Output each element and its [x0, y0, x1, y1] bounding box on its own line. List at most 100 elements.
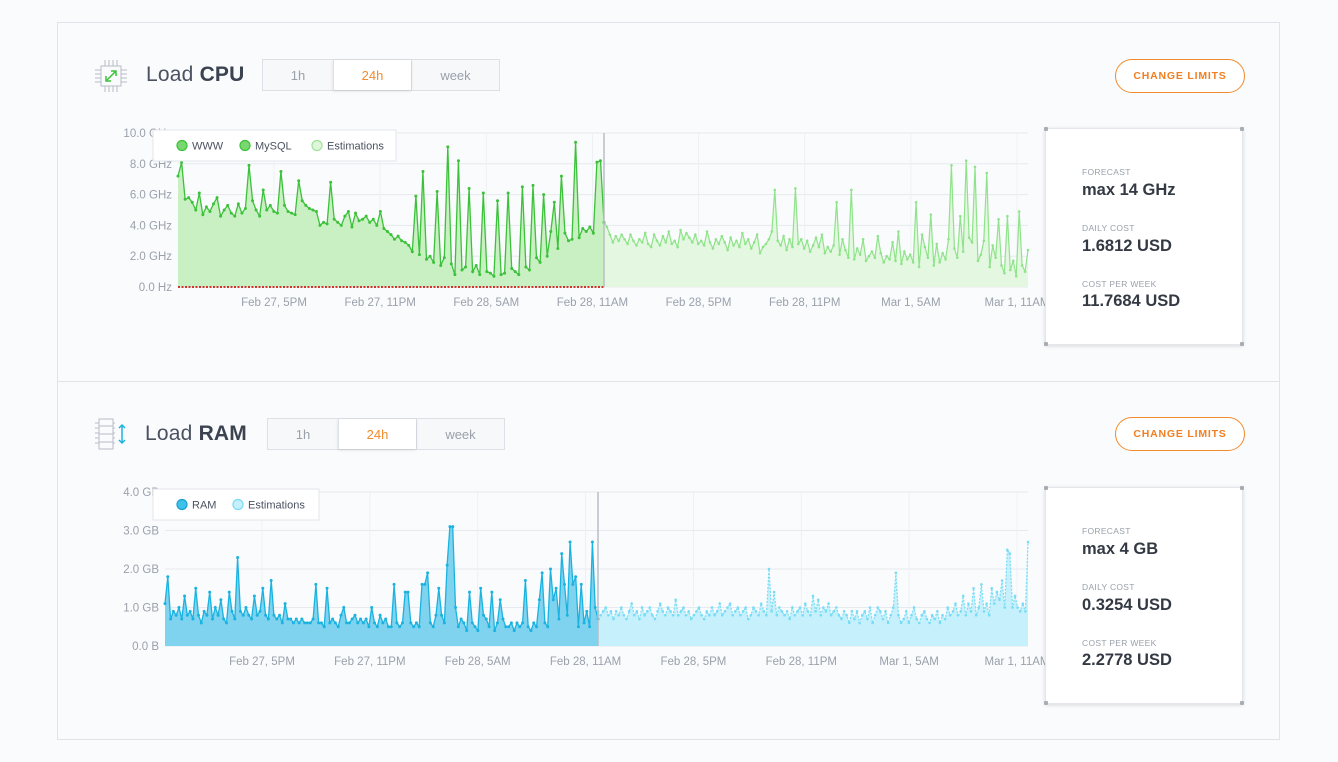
estimation-point [752, 606, 755, 609]
actual-point [535, 625, 539, 629]
actual-point [233, 617, 237, 621]
estimation-point [627, 610, 631, 613]
legend-marker [176, 139, 188, 152]
estimation-point [1018, 610, 1022, 613]
estimation-point [973, 165, 977, 169]
actual-point [432, 260, 436, 264]
estimation-point [814, 236, 818, 240]
estimation-point [944, 257, 947, 261]
actual-point [520, 185, 524, 189]
actual-point [426, 571, 430, 575]
actual-point [462, 621, 466, 625]
estimation-point [864, 259, 868, 263]
actual-point [509, 621, 513, 625]
cpu-forecast-card: FORECAST max 14 GHz DAILY COST 1.6812 US… [1044, 127, 1244, 346]
actual-point [478, 273, 482, 277]
x-tick-label: Feb 28, 11PM [769, 297, 840, 309]
actual-point [389, 233, 393, 237]
actual-point [496, 199, 499, 203]
x-tick-label: Mar 1, 5AM [881, 297, 940, 309]
estimation-point [964, 613, 968, 617]
estimation-point [826, 245, 830, 249]
estimation-point [1005, 548, 1009, 552]
estimation-point [982, 610, 986, 613]
estimation-point [744, 606, 747, 609]
estimation-point [732, 244, 735, 247]
estimation-point [695, 610, 698, 613]
estimation-point [1003, 606, 1006, 609]
y-tick-label: 3.0 GB [123, 526, 159, 538]
actual-point [300, 199, 304, 203]
y-tick-label: 8.0 GHz [130, 159, 172, 171]
x-tick-label: Feb 27, 5PM [229, 656, 295, 668]
actual-point [311, 208, 315, 212]
actual-point [538, 260, 542, 264]
estimation-point [638, 617, 641, 621]
actual-point [322, 625, 326, 629]
estimation-point [842, 610, 846, 613]
actual-point [570, 237, 574, 241]
estimation-point [947, 237, 950, 241]
estimation-point [685, 231, 688, 235]
estimation-point [829, 613, 833, 617]
actual-point [517, 273, 521, 277]
actual-point [250, 617, 254, 621]
actual-point [241, 613, 245, 617]
estimation-point [837, 613, 841, 617]
actual-point [180, 160, 184, 164]
estimation-point [790, 606, 794, 609]
estimation-point [794, 187, 797, 190]
cpu-change-limits-button[interactable]: CHANGE LIMITS [1115, 59, 1245, 93]
estimation-point [767, 567, 771, 571]
estimation-point [705, 230, 709, 233]
ram-tab-24h[interactable]: 24h [338, 419, 416, 449]
legend-marker [176, 498, 188, 511]
ram-tab-1h[interactable]: 1h [295, 426, 311, 442]
estimation-point [699, 239, 703, 243]
estimation-point [817, 245, 821, 249]
estimation-point [733, 610, 737, 613]
actual-point [236, 202, 240, 206]
estimation-point [655, 239, 659, 243]
estimation-point [858, 253, 862, 256]
cpu-tab-24h[interactable]: 24h [333, 60, 411, 90]
estimation-point [840, 617, 843, 621]
cpu-tab-week[interactable]: week [411, 60, 499, 90]
estimation-area [604, 160, 1028, 287]
actual-point [279, 170, 283, 173]
estimation-point [970, 241, 974, 244]
ram-change-limits-button[interactable]: CHANGE LIMITS [1115, 417, 1245, 451]
estimation-point [933, 617, 937, 621]
estimation-point [835, 606, 838, 609]
actual-point [442, 621, 446, 625]
estimation-point [1003, 271, 1006, 275]
ram-forecast-value: max 4 GB [1082, 540, 1159, 558]
estimation-point [914, 201, 918, 204]
actual-point [361, 217, 365, 221]
x-tick-label: Feb 27, 5PM [241, 297, 307, 309]
actual-point [481, 191, 485, 195]
actual-point [294, 617, 298, 621]
estimation-point [622, 613, 626, 617]
actual-point [574, 140, 578, 144]
estimation-point [599, 613, 602, 617]
actual-point [222, 208, 226, 212]
actual-point [322, 220, 326, 224]
actual-point [261, 188, 265, 192]
actual-point [407, 243, 411, 247]
cpu-tab-1h[interactable]: 1h [290, 67, 306, 83]
estimation-point [885, 254, 888, 258]
actual-point [336, 625, 340, 629]
ram-range-tabs: 1h 24h week [267, 418, 505, 450]
actual-point [481, 613, 485, 617]
y-tick-label: 4.0 GB [123, 487, 159, 499]
actual-point [247, 613, 251, 617]
estimation-point [653, 617, 657, 621]
ram-tab-week[interactable]: week [416, 419, 504, 449]
estimation-point [938, 621, 942, 625]
estimation-point [905, 257, 909, 261]
estimation-point [1013, 594, 1017, 598]
actual-point [169, 617, 173, 621]
actual-point [264, 613, 268, 617]
actual-point [504, 625, 508, 629]
